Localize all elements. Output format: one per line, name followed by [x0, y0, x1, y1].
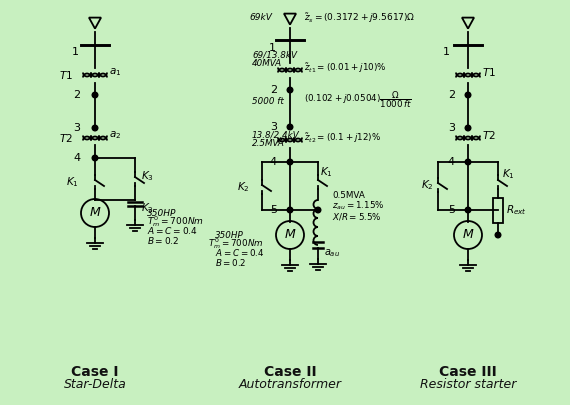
Text: 13.8/2.4kV: 13.8/2.4kV: [252, 130, 300, 139]
Text: $T_m^0=700Nm$: $T_m^0=700Nm$: [147, 215, 204, 230]
Text: $\tilde{z}_s=(0.3172+j9.5617)\Omega$: $\tilde{z}_s=(0.3172+j9.5617)\Omega$: [304, 11, 416, 25]
Text: 5000 ft: 5000 ft: [252, 98, 284, 107]
Text: $A=C=0.4$: $A=C=0.4$: [215, 247, 264, 258]
Text: Star-Delta: Star-Delta: [64, 377, 127, 390]
Text: 2.5MVA: 2.5MVA: [252, 139, 285, 147]
Circle shape: [465, 159, 471, 165]
Text: $T2$: $T2$: [59, 132, 73, 144]
Text: 1: 1: [443, 47, 450, 57]
Text: 3: 3: [74, 123, 80, 133]
Text: $K_3$: $K_3$: [141, 169, 154, 183]
Text: $M$: $M$: [89, 207, 101, 220]
Text: $M$: $M$: [284, 228, 296, 241]
Text: $(0.102+j0.0504)\dfrac{\Omega}{1000\,ft}$: $(0.102+j0.0504)\dfrac{\Omega}{1000\,ft}…: [304, 90, 412, 111]
Text: 350HP: 350HP: [215, 230, 244, 239]
Text: $a_2$: $a_2$: [109, 129, 121, 141]
Circle shape: [495, 232, 501, 238]
Text: $\tilde{z}_{t1}=(0.01+j10)\%$: $\tilde{z}_{t1}=(0.01+j10)\%$: [304, 61, 386, 75]
Text: $B=0.2$: $B=0.2$: [147, 234, 179, 245]
Text: Resistor starter: Resistor starter: [420, 377, 516, 390]
Text: $A=C=0.4$: $A=C=0.4$: [147, 226, 198, 237]
Text: 2: 2: [448, 90, 455, 100]
Text: 3: 3: [270, 122, 277, 132]
Text: 1: 1: [71, 47, 79, 57]
Text: 4: 4: [270, 157, 277, 167]
Text: 2: 2: [74, 90, 80, 100]
Text: 4: 4: [74, 153, 80, 163]
Text: $K_2$: $K_2$: [421, 178, 434, 192]
Text: $K_1$: $K_1$: [502, 167, 515, 181]
Circle shape: [465, 207, 471, 213]
Circle shape: [92, 125, 98, 131]
Text: $M$: $M$: [462, 228, 474, 241]
Text: $K_1$: $K_1$: [66, 175, 79, 189]
Circle shape: [287, 87, 293, 93]
Circle shape: [465, 125, 471, 131]
Text: $a_{au}$: $a_{au}$: [324, 247, 340, 259]
Text: 5: 5: [270, 205, 277, 215]
Text: $a_1$: $a_1$: [109, 66, 121, 78]
Circle shape: [315, 207, 321, 213]
Text: 2: 2: [270, 85, 277, 95]
Text: Case III: Case III: [439, 365, 497, 379]
Text: $z_{au}=1.15\%$: $z_{au}=1.15\%$: [332, 200, 385, 212]
Text: 69/13.8kV: 69/13.8kV: [252, 51, 297, 60]
Circle shape: [92, 155, 98, 161]
Text: $K_1$: $K_1$: [320, 165, 333, 179]
Text: 4: 4: [448, 157, 455, 167]
Text: 69kV: 69kV: [249, 13, 272, 23]
Text: $T1$: $T1$: [59, 69, 73, 81]
Circle shape: [465, 92, 471, 98]
Text: $T_m^0=700Nm$: $T_m^0=700Nm$: [208, 237, 263, 252]
Text: $\tilde{z}_{t2}=(0.1+j12)\%$: $\tilde{z}_{t2}=(0.1+j12)\%$: [304, 131, 381, 145]
Text: Case I: Case I: [71, 365, 119, 379]
Text: 3: 3: [448, 123, 455, 133]
Circle shape: [287, 207, 293, 213]
Text: $T2$: $T2$: [482, 129, 496, 141]
Circle shape: [92, 92, 98, 98]
Text: Case II: Case II: [264, 365, 316, 379]
Text: $R_{ext}$: $R_{ext}$: [506, 203, 527, 217]
Bar: [493, 198, 503, 223]
Text: 0.5MVA: 0.5MVA: [332, 190, 365, 200]
Text: $T1$: $T1$: [482, 66, 496, 78]
Text: 350HP: 350HP: [147, 209, 176, 217]
Text: $X/R=5.5\%$: $X/R=5.5\%$: [332, 211, 382, 222]
Text: 5: 5: [448, 205, 455, 215]
Text: $B=0.2$: $B=0.2$: [215, 256, 246, 267]
Circle shape: [287, 124, 293, 130]
Text: Autotransformer: Autotransformer: [238, 377, 341, 390]
Text: $K_2$: $K_2$: [237, 180, 250, 194]
Text: 40MVA: 40MVA: [252, 58, 282, 68]
Text: 1: 1: [269, 43, 276, 53]
Text: $K_2$: $K_2$: [141, 201, 154, 215]
Circle shape: [287, 159, 293, 165]
